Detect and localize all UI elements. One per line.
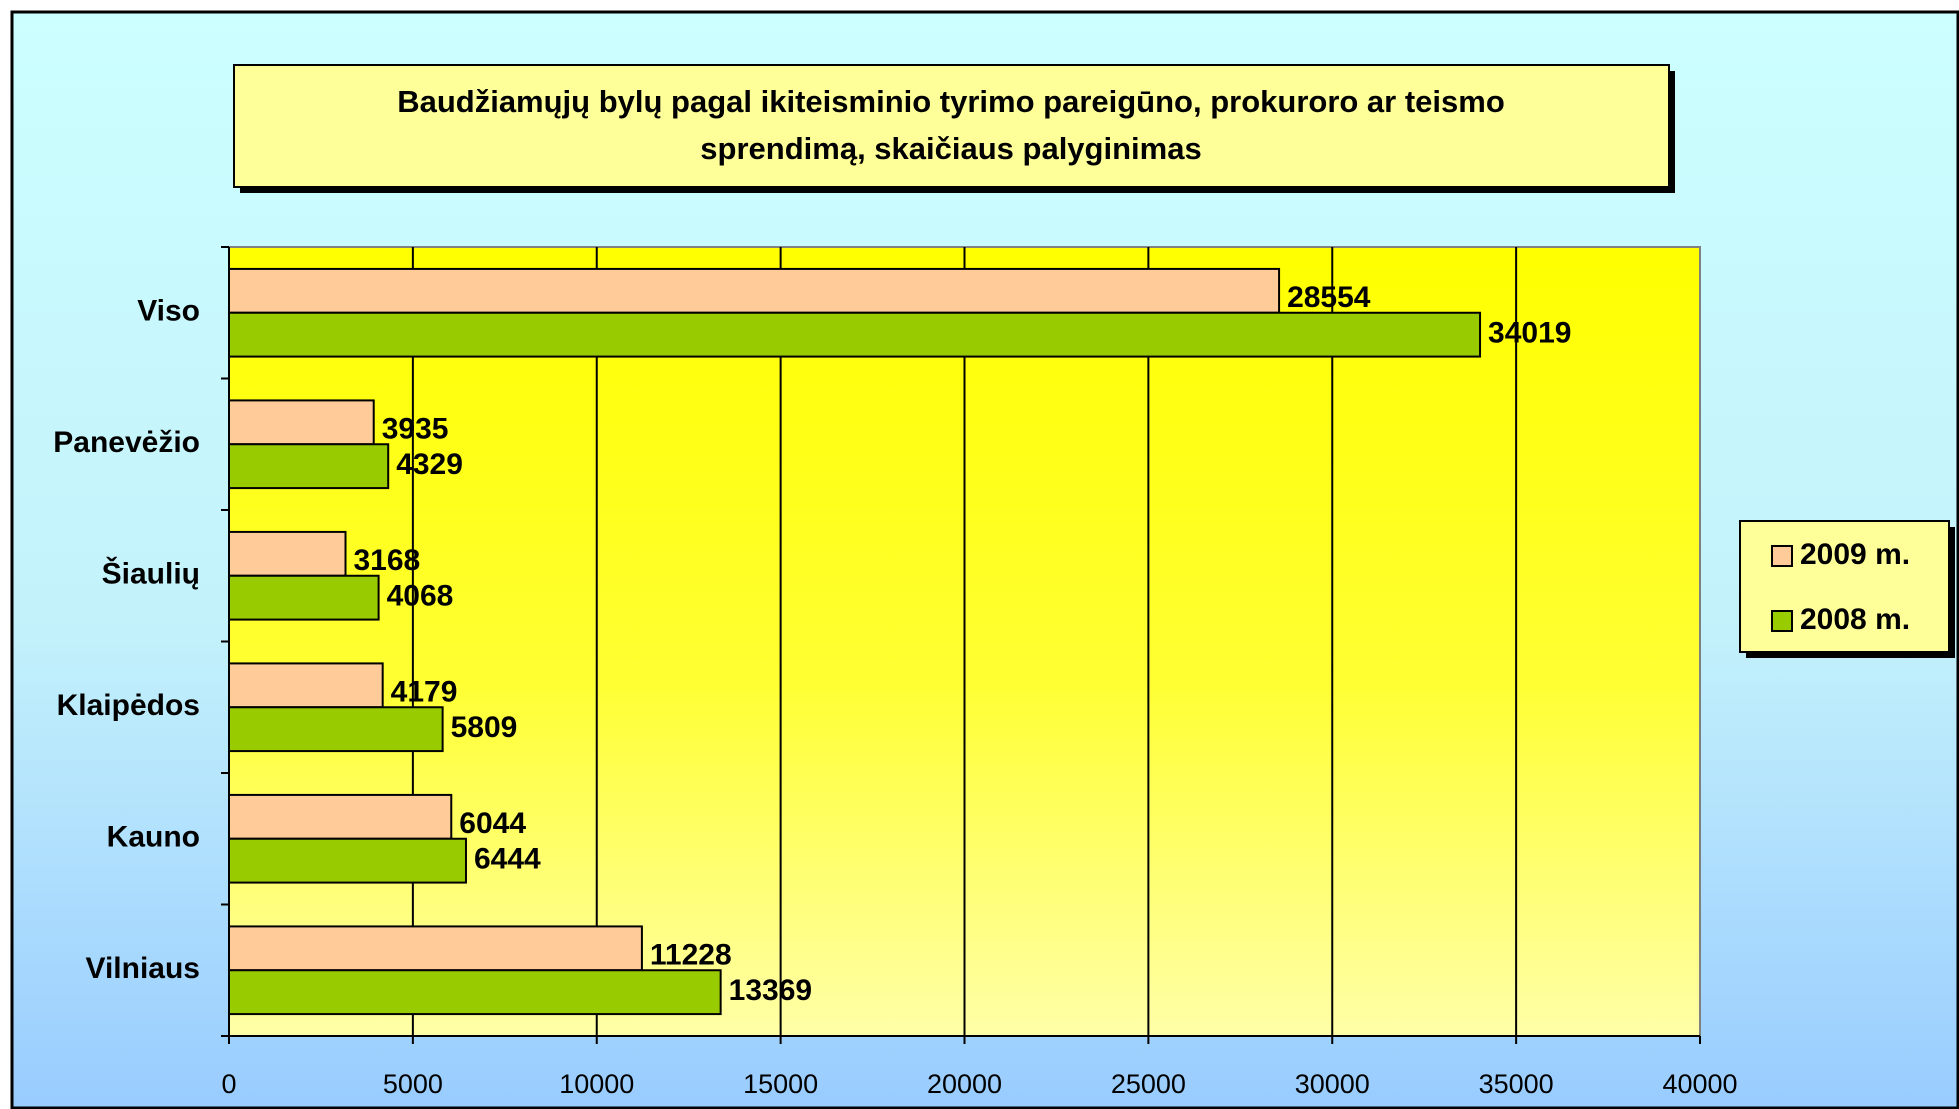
bar [228, 925, 643, 972]
bar [228, 530, 347, 577]
y-tick-label: Šiaulių [102, 557, 200, 591]
data-label: 3168 [354, 544, 421, 577]
legend-label: 2009 m. [1800, 538, 1910, 571]
data-label: 3935 [382, 412, 449, 445]
x-tick-label: 30000 [1295, 1069, 1370, 1099]
data-label: 4179 [391, 675, 458, 708]
bar [228, 706, 444, 753]
x-tick-label: 0 [221, 1069, 236, 1099]
bar [228, 837, 467, 884]
data-label: 11228 [650, 938, 732, 971]
legend-swatch [1771, 610, 1793, 632]
x-tick-label: 15000 [743, 1069, 818, 1099]
data-label: 28554 [1287, 281, 1371, 314]
data-label: 13369 [729, 974, 812, 1007]
y-tick-label: Vilniaus [86, 952, 201, 985]
data-label: 4068 [387, 580, 454, 613]
bar [228, 662, 384, 709]
y-tick-label: Viso [137, 295, 200, 328]
legend-swatch [1771, 545, 1793, 567]
bar [228, 969, 722, 1016]
bar [228, 443, 390, 490]
x-tick-label: 10000 [559, 1069, 634, 1099]
data-label: 4329 [396, 448, 463, 481]
data-label: 6044 [459, 807, 526, 840]
data-label: 34019 [1488, 317, 1571, 350]
x-tick-label: 20000 [927, 1069, 1002, 1099]
x-tick-label: 5000 [383, 1069, 443, 1099]
y-tick-label: Kauno [107, 821, 200, 854]
data-label: 5809 [451, 711, 518, 744]
bar [228, 574, 380, 621]
title-box [233, 64, 1670, 188]
y-tick-label: Panevėžio [53, 426, 200, 459]
bar [228, 267, 1281, 314]
chart-title: Baudžiamųjų bylų pagal ikiteisminio tyri… [397, 84, 1505, 166]
data-label: 6444 [474, 843, 541, 876]
bar [228, 311, 1482, 358]
y-tick-label: Klaipėdos [57, 689, 200, 722]
bar [228, 793, 453, 840]
x-tick-label: 35000 [1479, 1069, 1554, 1099]
legend-label: 2008 m. [1800, 603, 1910, 636]
x-tick-label: 25000 [1111, 1069, 1186, 1099]
x-tick-label: 40000 [1662, 1069, 1737, 1099]
bar [228, 399, 375, 446]
